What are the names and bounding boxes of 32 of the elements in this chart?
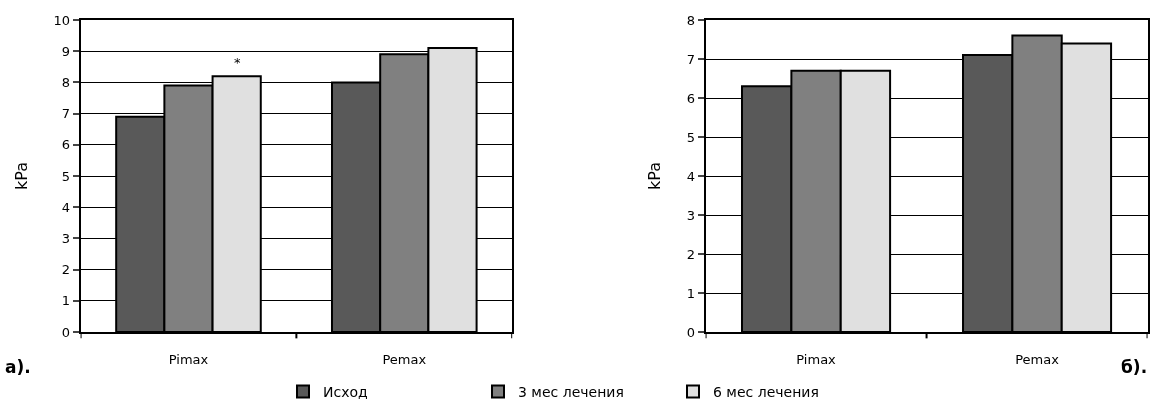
y-axis-title: kPa (645, 162, 665, 191)
y-tick-label: 5 (61, 168, 70, 184)
y-tick-label: 4 (686, 168, 695, 184)
x-tick-label: Pimax (796, 351, 837, 367)
legend-label: 3 мес лечения (518, 384, 624, 401)
y-tick-label: 10 (53, 12, 70, 28)
text: б). (1121, 357, 1148, 377)
legend-label: 6 мес лечения (713, 384, 819, 401)
y-tick-label: 6 (61, 137, 70, 153)
y-tick-label: 2 (61, 262, 70, 278)
y-tick-label: 4 (61, 199, 70, 215)
x-tick-label: Pimax (168, 351, 209, 367)
y-tick-label: 5 (686, 129, 695, 145)
annotation: * (234, 55, 241, 70)
x-tick-label: Pemax (382, 351, 427, 367)
y-tick-label: 2 (686, 246, 695, 262)
y-tick-label: 8 (686, 12, 695, 28)
y-tick-label: 3 (686, 207, 695, 223)
y-tick-label: 6 (686, 90, 695, 106)
y-tick-label: 3 (61, 231, 70, 247)
y-tick-label: 8 (61, 74, 70, 90)
y-tick-label: 1 (686, 285, 695, 301)
y-tick-label: 0 (686, 324, 695, 340)
y-tick-label: 1 (61, 293, 70, 309)
y-tick-label: 0 (61, 324, 70, 340)
text: а). (5, 357, 31, 377)
y-tick-label: 7 (686, 51, 695, 67)
legend-label: Исход (323, 384, 368, 401)
y-axis-title: kPa (11, 162, 31, 191)
y-tick-label: 7 (61, 106, 70, 122)
x-tick-label: Pemax (1015, 351, 1060, 367)
y-tick-label: 9 (61, 43, 70, 59)
